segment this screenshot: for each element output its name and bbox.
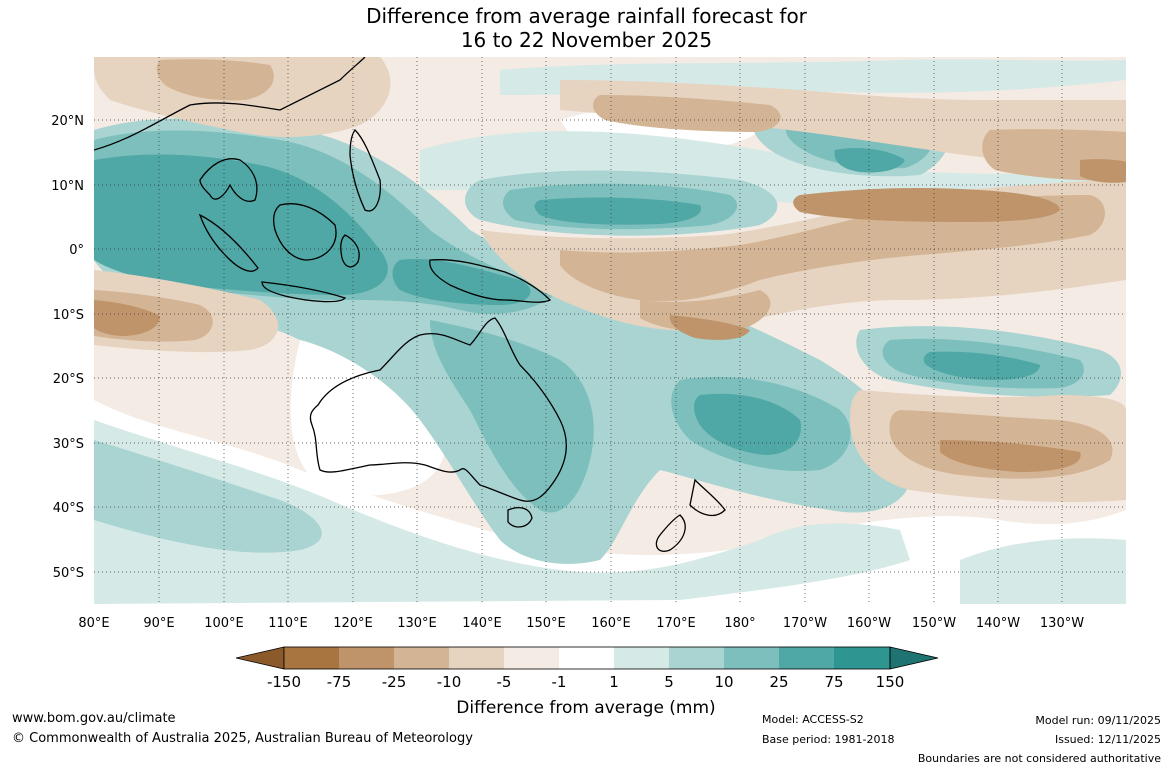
anomaly-zone-teal-1 (94, 440, 322, 553)
lon-label: 160°E (591, 616, 631, 631)
tasmania-outline (507, 507, 533, 528)
anomaly-zone-strongteal-1 (94, 154, 388, 295)
anomaly-zone-lightteal-1 (94, 420, 910, 604)
footer-disclaimer: Boundaries are not considered authoritat… (917, 752, 1161, 765)
lon-label: 80°E (78, 616, 109, 631)
philippines-outline (349, 129, 381, 212)
sulawesi-outline (340, 234, 360, 268)
colorbar-tick-label: -75 (327, 673, 352, 691)
anomaly-zone-strongteal-5 (923, 351, 1040, 380)
title-line-1: Difference from average rainfall forecas… (366, 4, 807, 28)
map-title: Difference from average rainfall forecas… (0, 4, 1173, 52)
colorbar-segment (779, 647, 834, 669)
title-line-2: 16 to 22 November 2025 (460, 28, 713, 52)
colorbar-segment (724, 647, 779, 669)
footer-base-period: Base period: 1981-2018 (762, 733, 895, 746)
colorbar-tick-label: 75 (824, 673, 843, 691)
lon-label: 140°E (462, 616, 502, 631)
lon-label: 170°E (656, 616, 696, 631)
colorbar-segment (284, 647, 339, 669)
lat-label: 20°S (53, 372, 84, 387)
anomaly-zone-strongteal-4 (534, 197, 701, 225)
colorbar-ticks: -150 -75 -25 -10 -5 -1 1 5 10 25 75 150 (267, 673, 904, 691)
lat-label: 20°N (51, 114, 84, 129)
anomaly-zone-brown-6 (156, 59, 274, 101)
lon-label: 140°W (976, 616, 1020, 631)
colorbar-tick-label: 10 (714, 673, 733, 691)
lon-label: 90°E (143, 616, 174, 631)
anomaly-zone-strongteal-3 (694, 393, 801, 455)
anomaly-zone-darkbrown-3 (669, 315, 750, 340)
colorbar-tick-label: 150 (876, 673, 905, 691)
anomaly-zone-darkbrown-2 (94, 300, 160, 336)
footer-copyright: © Commonwealth of Australia 2025, Austra… (12, 731, 473, 746)
java-outline (261, 281, 347, 303)
lon-label: 110°E (268, 616, 308, 631)
anomaly-zone-darkbrown-5 (1080, 159, 1126, 183)
colorbar-tick-label: -150 (267, 673, 301, 691)
anomaly-zone-lightteal-2 (960, 538, 1126, 604)
colorbar-tick-label: -5 (497, 673, 512, 691)
lat-label: 10°N (51, 179, 84, 194)
lon-label: 130°E (397, 616, 437, 631)
rainfall-anomaly-map (94, 57, 1126, 604)
footer-model-run: Model run: 09/11/2025 (1035, 714, 1161, 727)
australia-outline (309, 317, 567, 502)
lat-label: 40°S (53, 501, 84, 516)
colorbar-segment (504, 647, 559, 669)
colorbar-tick-label: 1 (609, 673, 619, 691)
lat-label: 10°S (53, 308, 84, 323)
lat-label: 0° (69, 243, 84, 258)
colorbar-segment (394, 647, 449, 669)
colorbar-segment (449, 647, 504, 669)
lat-label: 30°S (53, 437, 84, 452)
anomaly-zone-brown-4 (593, 95, 781, 132)
anomaly-zone-strongteal-6 (834, 148, 905, 173)
lon-label: 180° (724, 616, 755, 631)
sumatra-outline (198, 213, 259, 272)
new-zealand-outline (655, 478, 726, 552)
lon-label: 170°W (783, 616, 827, 631)
colorbar-segment (834, 647, 890, 669)
colorbar-label: Difference from average (mm) (456, 698, 715, 718)
colorbar-tick-label: -25 (382, 673, 407, 691)
colorbar-tick-label: 5 (664, 673, 674, 691)
colorbar-frame (283, 646, 891, 670)
lon-label: 130°W (1040, 616, 1084, 631)
anomaly-zone-deepteal-2 (430, 320, 594, 513)
anomaly-zone-strongteal-2 (392, 259, 531, 305)
colorbar-segment (614, 647, 669, 669)
footer-url: www.bom.gov.au/climate (12, 711, 176, 726)
borneo-outline (273, 203, 337, 261)
colorbar-extend-low (235, 646, 285, 670)
new-guinea-outline (429, 259, 552, 303)
lat-label: 50°S (53, 566, 84, 581)
colorbar-extend-high (889, 646, 939, 670)
anomaly-zone-darkbrown-4 (940, 440, 1081, 472)
colorbar-tick-label: -10 (437, 673, 462, 691)
graticule (94, 57, 1126, 604)
asia-mainland-outline (94, 57, 366, 202)
colorbar: -150 -75 -25 -10 -5 -1 1 5 10 25 75 150 … (235, 646, 939, 718)
colorbar-tick-label: 25 (769, 673, 788, 691)
lon-label: 100°E (204, 616, 244, 631)
anomaly-zone-darkbrown-1 (793, 187, 1060, 222)
colorbar-segment (669, 647, 724, 669)
footer-issued: Issued: 12/11/2025 (1054, 733, 1161, 746)
coastlines (94, 57, 726, 552)
lon-label: 150°W (912, 616, 956, 631)
colorbar-segment (559, 647, 614, 669)
colorbar-segment (339, 647, 394, 669)
colorbar-tick-label: -1 (552, 673, 567, 691)
lon-label: 120°E (333, 616, 373, 631)
footer-model: Model: ACCESS-S2 (762, 713, 864, 726)
lon-label: 150°E (526, 616, 566, 631)
latitude-labels: 20°N 10°N 0° 10°S 20°S 30°S 40°S 50°S (51, 114, 84, 581)
lon-label: 160°W (847, 616, 891, 631)
longitude-labels: 80°E 90°E 100°E 110°E 120°E 130°E 140°E … (78, 616, 1084, 631)
